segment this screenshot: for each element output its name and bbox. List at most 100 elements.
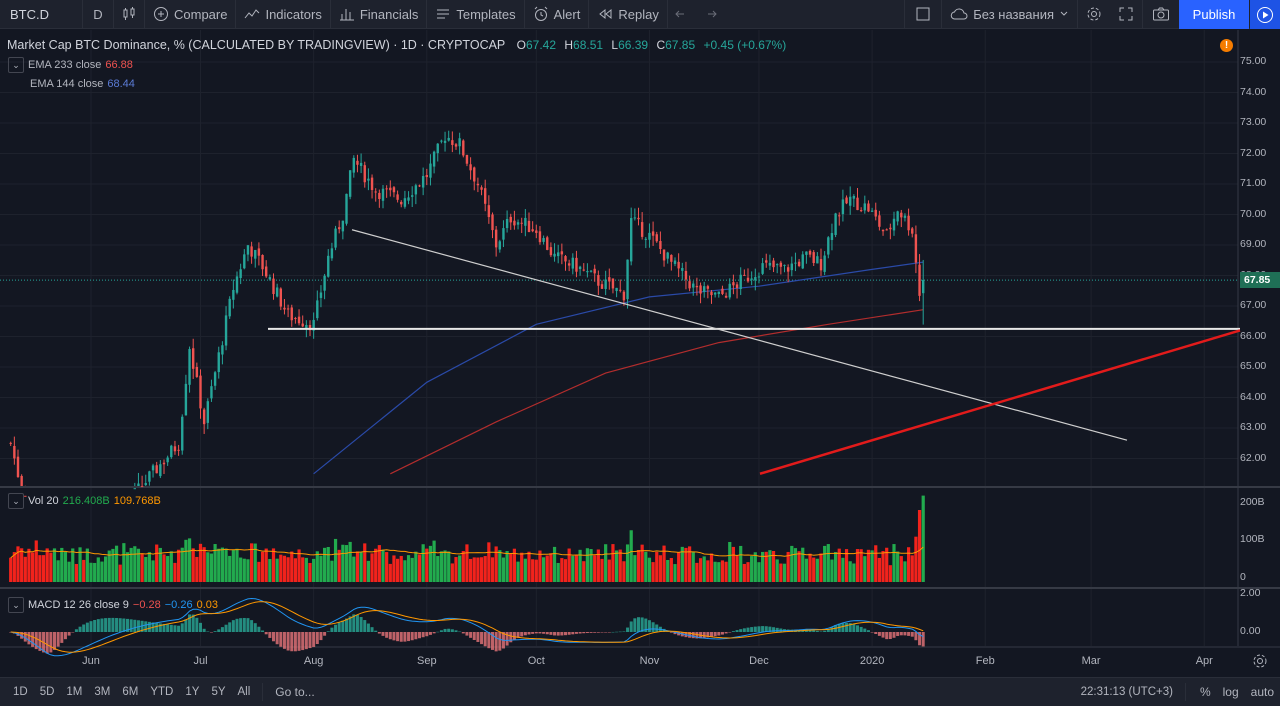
- warning-icon[interactable]: !: [1220, 39, 1233, 52]
- time-tick: Mar: [1081, 655, 1101, 667]
- snapshot-button[interactable]: [1143, 0, 1179, 29]
- financials-button[interactable]: Financials: [331, 0, 427, 29]
- volume-bar: [443, 550, 447, 582]
- volume-bar: [49, 552, 53, 582]
- candle-body: [593, 268, 596, 274]
- clock-timezone[interactable]: 22:31:13 (UTC+3): [1080, 686, 1173, 698]
- indicators-button[interactable]: Indicators: [236, 0, 329, 29]
- volume-bar: [202, 547, 206, 582]
- macd-histogram-bar: [374, 630, 378, 632]
- ema233-legend[interactable]: ⌄ EMA 233 close 66.88: [8, 57, 133, 73]
- macd-histogram-bar: [582, 632, 586, 634]
- candle-body: [648, 232, 651, 240]
- candle-body: [713, 292, 717, 295]
- volume-bar: [746, 562, 750, 582]
- volume-bar: [768, 550, 772, 582]
- macd-histogram-bar: [144, 621, 148, 632]
- chevron-down-icon[interactable]: ⌄: [8, 493, 24, 509]
- volume-bar: [494, 546, 498, 582]
- time-tick: Dec: [749, 655, 769, 667]
- replay-button[interactable]: Replay: [589, 0, 666, 29]
- price-tick: 65.00: [1240, 360, 1267, 372]
- templates-button[interactable]: Templates: [427, 0, 523, 29]
- publish-menu-button[interactable]: [1250, 0, 1280, 29]
- chart-settings-button[interactable]: [1252, 653, 1268, 672]
- volume-bar: [344, 545, 349, 582]
- macd-histogram-bar: [93, 619, 97, 632]
- range-button-all[interactable]: All: [237, 686, 251, 698]
- auto-toggle[interactable]: auto: [1250, 685, 1274, 699]
- goto-button[interactable]: Go to...: [275, 685, 315, 699]
- candle-body: [688, 281, 691, 289]
- volume-bar: [615, 550, 619, 582]
- candle-body: [235, 276, 239, 293]
- macd-histogram-bar: [545, 632, 549, 635]
- macd-signal-value: 0.03: [196, 599, 218, 611]
- fullscreen-button[interactable]: [1110, 0, 1142, 29]
- macd-histogram-bar: [896, 632, 900, 636]
- symbol-search[interactable]: BTC.D: [0, 0, 82, 29]
- alert-button[interactable]: Alert: [525, 0, 589, 29]
- macd-histogram-bar: [735, 630, 739, 632]
- percent-toggle[interactable]: %: [1199, 685, 1211, 699]
- range-button-3m[interactable]: 3M: [94, 686, 111, 698]
- macd-histogram-bar: [914, 632, 918, 641]
- chevron-down-icon[interactable]: ⌄: [8, 597, 24, 613]
- macd-histogram-bar: [34, 632, 38, 650]
- candle-body: [520, 222, 523, 224]
- range-button-ytd[interactable]: YTD: [150, 686, 174, 698]
- macd-histogram-bar: [472, 632, 476, 640]
- price-tick: 62.00: [1240, 451, 1267, 464]
- candle-body: [13, 445, 16, 459]
- volume-bar: [271, 548, 276, 582]
- settings-button[interactable]: [1078, 0, 1110, 29]
- range-button-5y[interactable]: 5Y: [211, 686, 226, 698]
- volume-bar: [520, 552, 524, 582]
- macd-histogram-bar: [888, 632, 892, 639]
- macd-histogram-bar: [458, 631, 462, 633]
- divider: [329, 0, 331, 29]
- candle-body: [757, 276, 761, 278]
- candle-body: [24, 495, 27, 497]
- log-toggle[interactable]: log: [1222, 685, 1239, 699]
- square-icon: [915, 6, 931, 22]
- macd-histogram-bar: [647, 620, 651, 632]
- candle-body: [148, 471, 151, 482]
- range-button-1m[interactable]: 1M: [66, 686, 83, 698]
- volume-bar: [899, 556, 903, 582]
- volume-bar: [764, 551, 768, 582]
- candle-body: [542, 238, 545, 242]
- chevron-down-icon[interactable]: ⌄: [8, 57, 24, 73]
- macd-histogram-bar: [49, 632, 53, 653]
- macd-histogram-bar: [527, 632, 531, 635]
- chart-type-button[interactable]: [114, 0, 144, 29]
- candle-body: [531, 229, 534, 232]
- macd-histogram-bar: [487, 632, 491, 649]
- candle-body: [673, 260, 677, 264]
- macd-histogram-bar: [275, 632, 279, 645]
- macd-histogram-bar: [655, 624, 659, 632]
- undo-button[interactable]: [668, 0, 696, 29]
- volume-bar: [41, 555, 46, 582]
- volume-legend[interactable]: ⌄ Vol 20 216.408B 109.768B: [8, 493, 161, 509]
- layout-name-button[interactable]: Без названия: [942, 0, 1077, 29]
- fullscreen-toggle-button[interactable]: [905, 0, 941, 29]
- range-button-1d[interactable]: 1D: [13, 686, 28, 698]
- interval-button[interactable]: D: [83, 0, 113, 29]
- candle-body: [327, 255, 330, 277]
- publish-button[interactable]: Publish: [1179, 0, 1249, 29]
- ohlc-low: L66.39: [611, 38, 648, 52]
- ema144-legend[interactable]: EMA 144 close 68.44: [30, 78, 135, 90]
- compare-button[interactable]: Compare: [145, 0, 235, 29]
- range-button-1y[interactable]: 1Y: [185, 686, 200, 698]
- range-button-5d[interactable]: 5D: [39, 686, 55, 698]
- candle-body: [407, 197, 410, 201]
- volume-bar: [771, 551, 776, 582]
- macd-histogram-bar: [122, 618, 126, 632]
- volume-bar: [158, 547, 162, 582]
- volume-bar: [786, 551, 790, 582]
- redo-button[interactable]: [696, 0, 724, 29]
- range-button-6m[interactable]: 6M: [122, 686, 139, 698]
- macd-legend[interactable]: ⌄ MACD 12 26 close 9 −0.28 −0.26 0.03: [8, 597, 218, 613]
